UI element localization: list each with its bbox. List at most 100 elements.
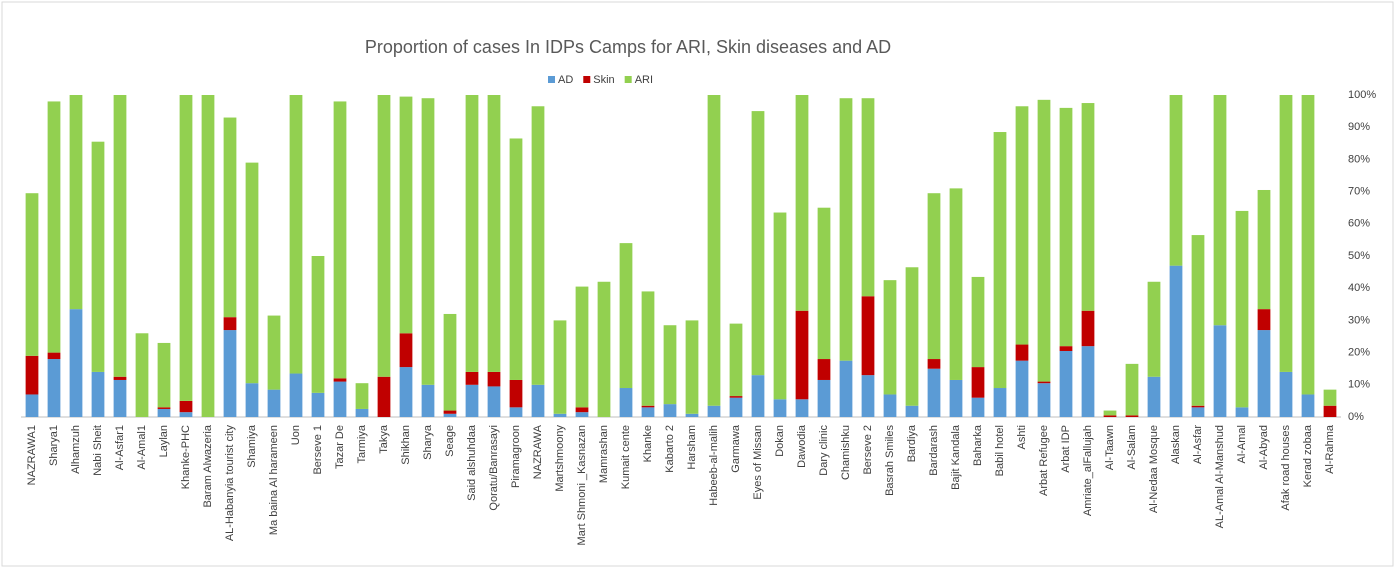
bar-segment <box>47 352 61 360</box>
x-tick-label: Sharya <box>422 424 434 460</box>
x-tick-label: NAZRAWA1 <box>26 425 38 485</box>
x-tick-label: Khanke-PHC <box>180 425 192 489</box>
bar-segment <box>971 276 985 368</box>
x-tick-label: Laylan <box>158 425 170 457</box>
bar-segment <box>179 400 193 413</box>
legend-label: AD <box>558 74 573 86</box>
bar-segment <box>1213 95 1227 326</box>
x-tick-label: Piramagroon <box>510 425 522 488</box>
bar-segment <box>91 141 105 372</box>
bar-segment <box>333 101 347 379</box>
bar-segment <box>773 399 787 417</box>
bar-segment <box>839 360 853 417</box>
bar-segment <box>1235 210 1249 408</box>
x-tick-label: Al-Asfar <box>1192 425 1204 464</box>
x-tick-label: Al-Rahma <box>1324 424 1336 474</box>
bar-segment <box>927 359 941 369</box>
bar-segment <box>157 408 171 417</box>
bar-segment <box>1081 346 1095 417</box>
bar-segment <box>267 315 281 390</box>
bar-segment <box>575 286 589 408</box>
bar-segment <box>157 407 171 409</box>
bar-segment <box>707 405 721 417</box>
bar-segment <box>289 373 303 417</box>
x-tick-label: Dary clinic <box>818 425 830 476</box>
x-tick-label: AL-Amal Al-Manshud <box>1214 425 1226 528</box>
y-tick-label: 100% <box>1348 89 1376 101</box>
x-tick-label: Ashti <box>1016 425 1028 449</box>
x-tick-label: Dawodia <box>796 424 808 468</box>
y-tick-label: 10% <box>1348 379 1370 391</box>
x-tick-label: Arbat Refugee <box>1038 425 1050 496</box>
bar-segment <box>971 367 985 398</box>
bar-segment <box>1235 407 1249 417</box>
bar-segment <box>1147 376 1161 417</box>
bar-segment <box>1257 309 1271 331</box>
bar-segment <box>399 367 413 417</box>
x-tick-label: Mart Shmoni _Kasnazan <box>576 425 588 545</box>
bar-segment <box>1169 265 1183 417</box>
bar-segment <box>817 359 831 380</box>
bar-segment <box>927 368 941 417</box>
bar-segment <box>619 243 633 389</box>
bar-segment <box>949 379 963 417</box>
x-tick-label: Bajit Kandala <box>950 424 962 490</box>
y-tick-label: 60% <box>1348 218 1370 230</box>
bar-segment <box>553 413 567 417</box>
bar-segment <box>1015 106 1029 345</box>
bar-segment <box>839 98 853 361</box>
bar-segment <box>927 193 941 360</box>
legend-label: ARI <box>635 74 653 86</box>
bar-segment <box>971 397 985 417</box>
x-tick-label: Alaskan <box>1170 425 1182 464</box>
bar-segment <box>1103 410 1117 416</box>
bar-segment <box>509 407 523 417</box>
chart-title: Proportion of cases In IDPs Camps for AR… <box>365 37 891 57</box>
bar-segment <box>531 106 545 385</box>
x-tick-label: Baram Alwazeria <box>202 424 214 507</box>
bar-segment <box>1323 405 1337 417</box>
bar-segment <box>993 388 1007 417</box>
bar-segment <box>179 95 193 401</box>
bar-segment <box>729 323 743 397</box>
legend-swatch <box>583 76 591 83</box>
x-tick-label: Al-Amal <box>1236 425 1248 464</box>
bar-segment <box>1015 360 1029 417</box>
bar-segment <box>355 383 369 409</box>
x-tick-label: Bardiya <box>906 424 918 462</box>
x-tick-label: Al-Amal1 <box>136 425 148 470</box>
bar-segment <box>663 404 677 417</box>
bar-segment <box>817 207 831 360</box>
bar-segment <box>311 256 325 393</box>
x-tick-label: NAZRAWA <box>532 424 544 479</box>
bar-segment <box>1147 281 1161 377</box>
y-tick-label: 50% <box>1348 250 1370 262</box>
y-tick-label: 20% <box>1348 347 1370 359</box>
bar-segment <box>1323 389 1337 406</box>
bar-segment <box>377 95 391 377</box>
bar-segment <box>553 320 567 414</box>
y-tick-label: 70% <box>1348 186 1370 198</box>
bar-segment <box>1257 189 1271 310</box>
x-tick-label: Mamrashan <box>598 425 610 483</box>
bar-segment <box>1191 405 1205 408</box>
bar-segment <box>509 379 523 408</box>
bar-segment <box>1191 407 1205 417</box>
x-tick-label: Nabi Sheit <box>92 425 104 476</box>
bar-segment <box>47 359 61 417</box>
bar-segment <box>157 342 171 408</box>
bar-segment <box>399 96 413 334</box>
bar-segment <box>685 320 699 414</box>
y-tick-label: 40% <box>1348 282 1370 294</box>
bar-segment <box>1103 415 1117 417</box>
x-tick-label: Shamiya <box>246 424 258 468</box>
x-tick-label: Berseve 2 <box>862 425 874 475</box>
bar-segment <box>663 325 677 405</box>
bar-segment <box>223 330 237 417</box>
bar-segment <box>1059 107 1073 347</box>
x-tick-label: Arbat IDP <box>1060 425 1072 473</box>
bar-segment <box>223 117 237 318</box>
bar-segment <box>91 371 105 417</box>
bar-segment <box>1169 95 1183 266</box>
x-tick-label: Uon <box>290 425 302 445</box>
